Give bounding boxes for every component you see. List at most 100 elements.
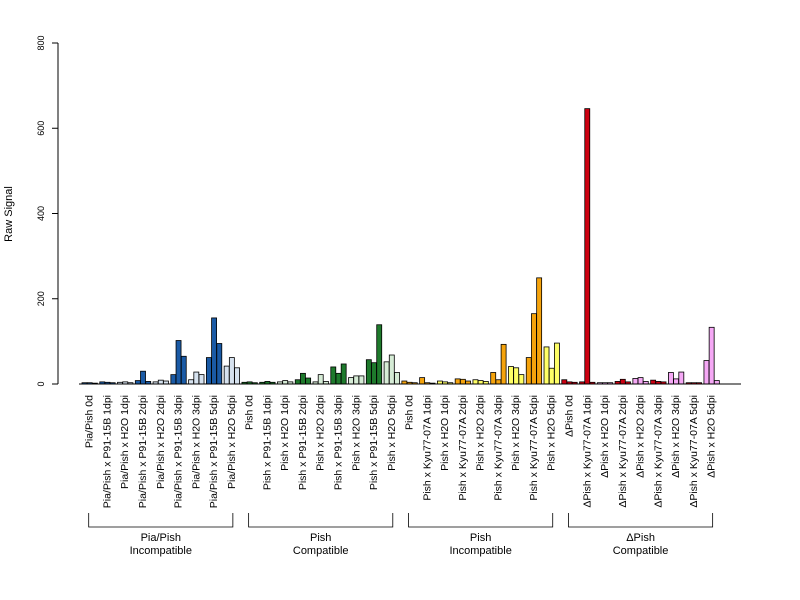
bar [348,377,354,385]
x-tick-label: Pish x H2O 5dpi [386,395,398,471]
bar [419,377,426,385]
group-label-name: Pia/Pish [141,532,181,544]
bar [561,379,568,385]
group-label-compatibility: Compatible [613,545,669,557]
x-tick-label: Pish x H2O 3dpi [350,395,362,471]
bar [205,357,212,385]
bar [234,367,240,385]
x-tick-label: Pia/Pish x H2O 5dpi [226,395,238,489]
group-label-name: Pish [310,532,331,544]
x-tick-label: ΔPish x Kyu77-07A 5dpi [688,395,700,508]
bar [632,378,639,385]
bar [223,365,230,385]
bar [305,377,312,385]
x-tick-label: Pish 0d [244,395,256,430]
x-tick-label: ΔPish x Kyu77-07A 2dpi [617,395,629,508]
x-tick-label: Pia/Pish x H2O 2dpi [155,395,167,489]
bar [543,346,550,385]
bar [508,366,514,385]
bar [637,377,644,385]
bar [388,354,395,385]
x-tick-label: ΔPish 0d [563,395,575,437]
bar [584,108,591,385]
x-tick-label: Pish x H2O 2dpi [315,395,327,471]
y-tick-label: 0 [36,381,46,386]
group-label-compatibility: Incompatible [449,545,511,557]
y-tick-label: 200 [36,291,46,306]
x-tick-label: Pish x Kyu77-07A 2dpi [457,395,469,501]
group-label-name: ΔPish [626,532,655,544]
bar [353,375,360,385]
bar [282,380,289,385]
x-tick-label: Pish x P91-15B 1dpi [261,395,273,490]
y-tick-label: 400 [36,206,46,221]
x-tick-label: Pia/Pish 0d [84,395,96,448]
x-tick-label: Pia/Pish x P91-15B 3dpi [173,395,185,508]
bar [365,359,372,385]
bar [376,324,383,385]
x-tick-label: Pish x H2O 1dpi [439,395,451,471]
group-bracket [408,513,554,528]
group-label-compatibility: Incompatible [130,545,192,557]
bar [619,378,626,385]
x-tick-label: Pish x Kyu77-07A 5dpi [528,395,540,501]
x-tick-label: Pish x Kyu77-07A 3dpi [492,395,504,501]
bar [188,379,195,385]
bar [513,367,520,385]
x-tick-label: Pish x Kyu77-07A 1dpi [421,395,433,501]
x-tick-label: ΔPish x H2O 3dpi [670,395,682,478]
x-tick-label: Pia/Pish x H2O 3dpi [190,395,202,489]
y-tick-label: 800 [36,35,46,50]
x-tick-label: Pish x H2O 3dpi [510,395,522,471]
bar [175,340,182,385]
bar [531,313,537,385]
bar [216,343,223,385]
bar [394,372,400,385]
group-bracket [88,513,234,528]
bar [500,343,507,385]
bar [536,277,543,385]
bar [180,355,187,385]
bar [294,379,301,385]
bar [140,370,146,385]
bar [554,342,560,385]
group-label-name: Pish [470,532,491,544]
y-tick-label: 600 [36,121,46,136]
bar [358,375,365,385]
x-tick-label: Pish x P91-15B 3dpi [332,395,344,490]
bar [211,317,217,385]
x-tick-label: ΔPish x H2O 2dpi [635,395,647,478]
x-tick-label: ΔPish x H2O 5dpi [706,395,718,478]
bar [228,357,235,385]
x-tick-label: Pish 0d [404,395,416,430]
x-tick-label: Pia/Pish x H2O 1dpi [119,395,131,489]
bar [335,372,342,385]
y-axis: 0 200 400 600 800 [36,35,59,387]
bar [495,379,502,385]
x-tick-label: ΔPish x Kyu77-07A 3dpi [652,395,664,508]
bar [708,326,715,385]
bar [525,357,532,385]
bar [134,380,141,385]
bar [673,378,680,385]
bar [371,362,377,385]
bar [454,378,461,385]
bar [383,361,390,385]
x-tick-label: Pish x P91-15B 2dpi [297,395,309,490]
group-bracket [248,513,394,528]
y-axis-label: Raw Signal [3,186,15,242]
x-tick-labels: Pia/Pish 0d Pia/Pish x P91-15B 1dpi Pia/Pi… [84,395,718,508]
bar [157,379,164,385]
bar [490,372,497,385]
x-tick-label: Pia/Pish x P91-15B 1dpi [101,395,113,508]
bar [703,360,710,385]
bar [459,378,466,385]
x-tick-label: Pish x P91-15B 5dpi [368,395,380,490]
bar [477,380,484,385]
bar [668,372,674,385]
bar [340,363,347,385]
bar [170,374,177,385]
bar [678,371,685,385]
bars [81,108,720,385]
